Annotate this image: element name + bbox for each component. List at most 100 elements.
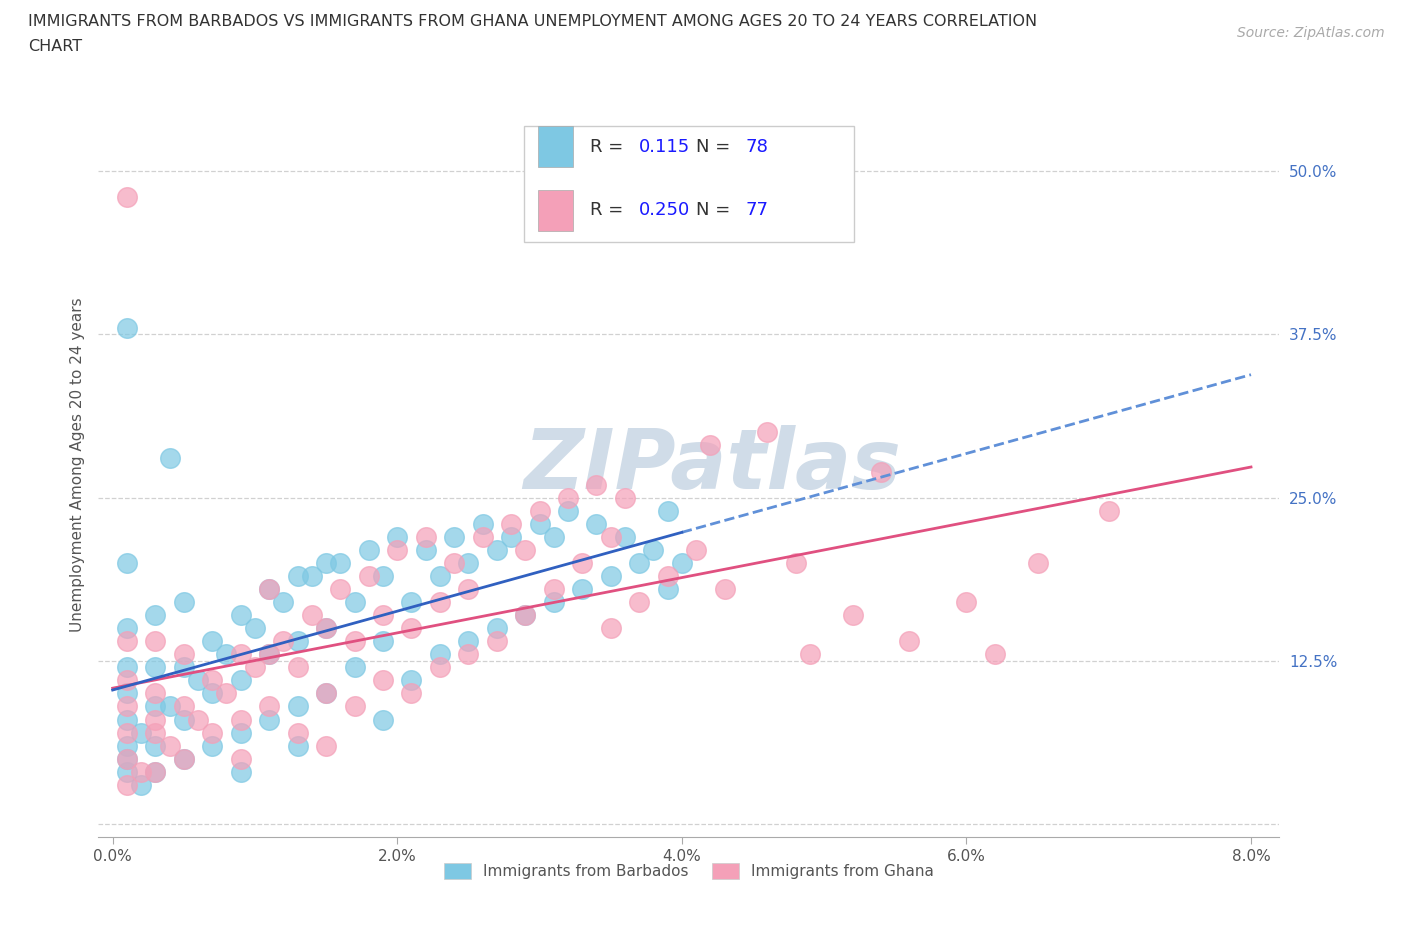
Point bbox=[429, 660, 451, 675]
Point bbox=[543, 529, 565, 544]
Point bbox=[657, 503, 679, 518]
Point bbox=[387, 529, 409, 544]
Point bbox=[143, 686, 166, 701]
Point bbox=[515, 542, 537, 557]
Point bbox=[287, 699, 309, 714]
Point bbox=[401, 686, 423, 701]
Point bbox=[329, 555, 352, 570]
Point bbox=[115, 321, 138, 336]
Point bbox=[429, 647, 451, 662]
Point bbox=[143, 699, 166, 714]
Point bbox=[115, 751, 138, 766]
Point bbox=[543, 581, 565, 596]
Point bbox=[585, 477, 607, 492]
Point bbox=[657, 581, 679, 596]
Point bbox=[485, 542, 508, 557]
Point bbox=[159, 451, 181, 466]
Point bbox=[499, 529, 522, 544]
Point bbox=[443, 529, 465, 544]
Point bbox=[429, 568, 451, 583]
Text: R =: R = bbox=[589, 138, 628, 156]
Point bbox=[371, 633, 394, 648]
Point bbox=[485, 633, 508, 648]
Point bbox=[257, 647, 280, 662]
Point bbox=[229, 647, 252, 662]
Point bbox=[613, 529, 636, 544]
Point bbox=[257, 699, 280, 714]
Point bbox=[315, 555, 337, 570]
Point bbox=[685, 542, 707, 557]
FancyBboxPatch shape bbox=[523, 126, 855, 242]
FancyBboxPatch shape bbox=[537, 126, 574, 167]
Point bbox=[229, 751, 252, 766]
Point bbox=[315, 738, 337, 753]
Text: 78: 78 bbox=[745, 138, 769, 156]
Point bbox=[143, 764, 166, 779]
Text: Source: ZipAtlas.com: Source: ZipAtlas.com bbox=[1237, 26, 1385, 40]
Point bbox=[287, 633, 309, 648]
Point bbox=[955, 594, 977, 609]
Point bbox=[699, 438, 721, 453]
Point bbox=[443, 555, 465, 570]
Point bbox=[115, 633, 138, 648]
Legend: Immigrants from Barbados, Immigrants from Ghana: Immigrants from Barbados, Immigrants fro… bbox=[437, 857, 941, 885]
Point bbox=[301, 607, 323, 622]
Point bbox=[243, 620, 266, 635]
Point bbox=[273, 633, 295, 648]
Point bbox=[201, 686, 224, 701]
Point bbox=[613, 490, 636, 505]
Point bbox=[1026, 555, 1049, 570]
Point bbox=[301, 568, 323, 583]
Point bbox=[115, 673, 138, 688]
Point bbox=[515, 607, 537, 622]
Point bbox=[343, 594, 366, 609]
Point bbox=[357, 568, 380, 583]
Point bbox=[173, 712, 195, 727]
Point bbox=[471, 529, 494, 544]
Point bbox=[143, 712, 166, 727]
Point bbox=[315, 686, 337, 701]
Point bbox=[115, 738, 138, 753]
Point bbox=[229, 607, 252, 622]
Point bbox=[599, 620, 621, 635]
Point bbox=[870, 464, 893, 479]
Point bbox=[371, 568, 394, 583]
Point bbox=[215, 647, 238, 662]
Point bbox=[173, 647, 195, 662]
Point bbox=[628, 555, 651, 570]
Point bbox=[329, 581, 352, 596]
Point bbox=[115, 190, 138, 205]
Point bbox=[529, 503, 551, 518]
Point bbox=[201, 633, 224, 648]
Point bbox=[799, 647, 821, 662]
Point bbox=[657, 568, 679, 583]
Point bbox=[457, 633, 479, 648]
Point bbox=[159, 699, 181, 714]
Point bbox=[371, 607, 394, 622]
Point bbox=[785, 555, 807, 570]
Point bbox=[115, 686, 138, 701]
Point bbox=[201, 725, 224, 740]
Point bbox=[343, 633, 366, 648]
Point bbox=[273, 594, 295, 609]
Point bbox=[229, 725, 252, 740]
Point bbox=[457, 555, 479, 570]
Point bbox=[371, 712, 394, 727]
Point bbox=[984, 647, 1007, 662]
Point bbox=[898, 633, 921, 648]
Point bbox=[129, 725, 152, 740]
Point bbox=[429, 594, 451, 609]
Point bbox=[143, 725, 166, 740]
Point bbox=[387, 542, 409, 557]
Point bbox=[143, 660, 166, 675]
Point bbox=[143, 764, 166, 779]
Point bbox=[557, 503, 579, 518]
Point bbox=[187, 673, 209, 688]
Point bbox=[159, 738, 181, 753]
Text: CHART: CHART bbox=[28, 39, 82, 54]
Point bbox=[257, 581, 280, 596]
Point bbox=[499, 516, 522, 531]
Point bbox=[201, 673, 224, 688]
Point bbox=[173, 751, 195, 766]
FancyBboxPatch shape bbox=[537, 190, 574, 231]
